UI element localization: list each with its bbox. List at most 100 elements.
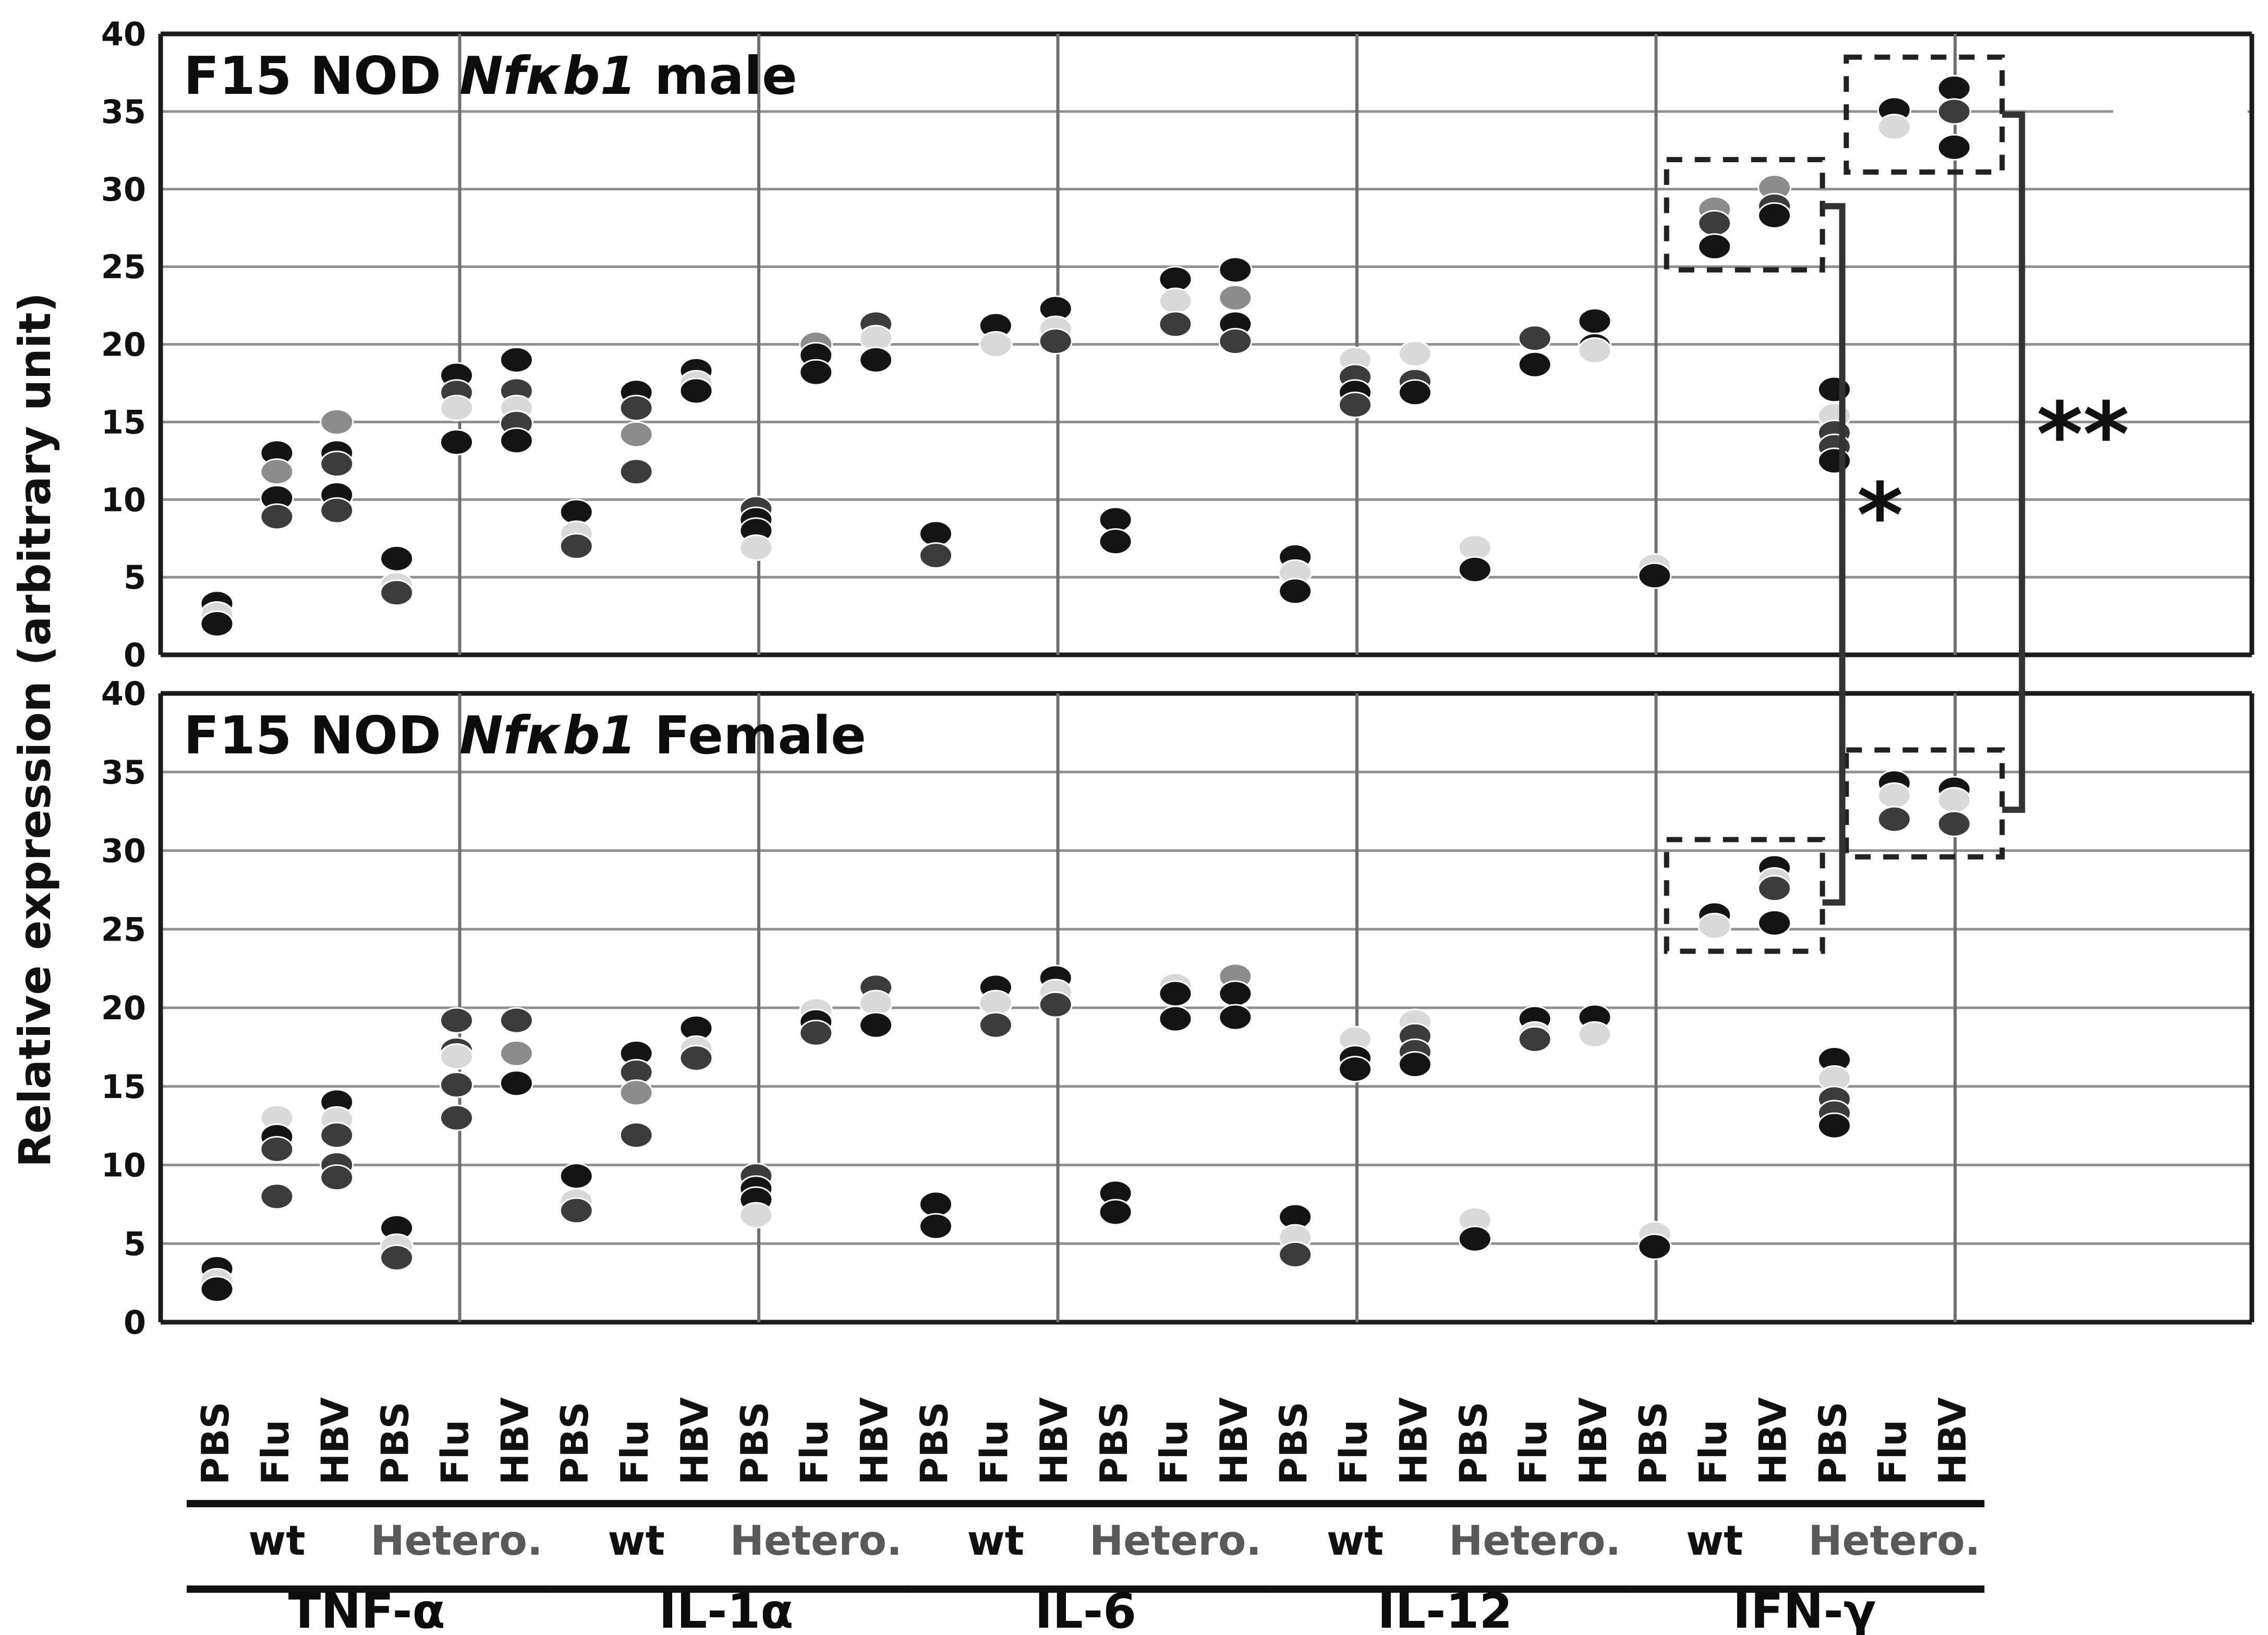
series-female-IL-12-Hetero.-HBV (1578, 1004, 1612, 1048)
y-tick-label: 25 (101, 910, 146, 948)
data-point (1158, 287, 1193, 314)
data-point (1937, 810, 1971, 837)
series-female-IL-6-wt-PBS (918, 1191, 953, 1240)
genotype-label: wt (608, 1518, 664, 1565)
treatment-label: Flu (1691, 1420, 1735, 1485)
bracket-line (2002, 111, 2026, 813)
data-point (260, 1183, 294, 1210)
series-female-IL-1α-Hetero.-PBS (739, 1163, 773, 1229)
y-tick-label: 10 (101, 1146, 146, 1185)
series-female-TNF-α-Hetero.-PBS (380, 1214, 414, 1271)
series-male-TNF-α-Hetero.-Flu (439, 362, 474, 456)
data-point (1158, 980, 1193, 1007)
series-male-IFN-γ-Hetero.-Flu (1877, 96, 1911, 141)
data-point (439, 1071, 474, 1099)
series-female-IL-1α-wt-PBS (559, 1163, 593, 1224)
treatment-label: HBV (493, 1397, 537, 1485)
data-point (619, 421, 653, 448)
panel-title-female: F15 NOD Nfκb1 Female (184, 705, 866, 766)
data-point (1458, 556, 1492, 583)
cytokine-label: IL-6 (1035, 1583, 1136, 1635)
data-point (1518, 351, 1552, 378)
data-point (1218, 284, 1253, 311)
series-female-IFN-γ-wt-Flu (1697, 901, 1732, 939)
data-point (1218, 328, 1253, 355)
y-tick-label: 0 (124, 636, 146, 674)
data-point (260, 503, 294, 530)
data-point (1877, 114, 1911, 141)
series-male-IL-12-Hetero.-HBV (1578, 308, 1612, 364)
data-point (1398, 340, 1432, 367)
data-point (320, 1164, 354, 1191)
data-point (1158, 1005, 1193, 1032)
data-point (1697, 210, 1732, 237)
data-point (1038, 328, 1073, 355)
data-point (679, 377, 713, 405)
series-female-TNF-α-Hetero.-Flu (439, 1007, 474, 1131)
data-point (439, 1104, 474, 1131)
series-female-IFN-γ-Hetero.-HBV (1937, 776, 1971, 837)
series-female-IL-12-Hetero.-Flu (1518, 1005, 1552, 1053)
series-female-IL-6-wt-HBV (1038, 965, 1073, 1018)
data-point (1817, 376, 1851, 403)
series-male-TNF-α-wt-PBS (200, 590, 234, 637)
treatment-label: HBV (673, 1397, 717, 1485)
data-point (1937, 133, 1971, 161)
treatment-label: Flu (1511, 1420, 1555, 1485)
data-point (918, 542, 953, 569)
data-point (559, 1197, 593, 1224)
series-female-IL-1α-wt-Flu (619, 1040, 653, 1149)
y-tick-label: 40 (101, 15, 146, 53)
series-female-IFN-γ-wt-PBS (1638, 1221, 1672, 1260)
series-female-IFN-γ-wt-HBV (1757, 855, 1792, 936)
data-point (1158, 311, 1193, 338)
series-male-IL-12-wt-Flu (1338, 346, 1373, 419)
treatment-label: HBV (313, 1397, 357, 1485)
series-female-IL-12-wt-PBS (1278, 1203, 1313, 1268)
series-male-IL-12-wt-PBS (1278, 543, 1313, 605)
series-male-IL-6-Hetero.-Flu (1158, 265, 1193, 338)
data-point (1518, 325, 1552, 352)
y-tick-label: 35 (101, 753, 146, 791)
data-point (1218, 257, 1253, 284)
cytokine-label: IFN-γ (1733, 1583, 1876, 1635)
treatment-label: Flu (253, 1420, 297, 1485)
series-male-IFN-γ-Hetero.-HBV (1937, 75, 1971, 161)
treatment-label: HBV (853, 1397, 896, 1485)
series-male-IL-6-wt-HBV (1038, 295, 1073, 355)
series-male-TNF-α-wt-Flu (260, 440, 294, 530)
data-point (499, 346, 533, 373)
data-point (499, 1007, 533, 1034)
data-point (1098, 1199, 1133, 1226)
treatment-label: Flu (433, 1420, 477, 1485)
data-point (1697, 912, 1732, 939)
series-male-IL-1α-wt-Flu (619, 379, 653, 485)
data-point (380, 1244, 414, 1271)
genotype-label: Hetero. (370, 1518, 542, 1565)
treatment-label: PBS (193, 1401, 237, 1485)
series-female-TNF-α-Hetero.-HBV (499, 1007, 533, 1097)
data-point (1638, 1233, 1672, 1260)
series-male-IFN-γ-wt-PBS (1638, 553, 1672, 589)
treatment-label: HBV (1931, 1397, 1974, 1485)
significance-box (1664, 157, 1825, 273)
annotations: *** (1664, 54, 2129, 954)
y-tick-label: 0 (124, 1303, 146, 1341)
data-point (1817, 1112, 1851, 1139)
data-point (320, 497, 354, 524)
data-point (619, 458, 653, 485)
data-point (619, 395, 653, 422)
data-point (1578, 1021, 1612, 1048)
series-male-IL-12-Hetero.-PBS (1458, 534, 1492, 583)
data-point (1278, 1241, 1313, 1268)
data-point (1218, 980, 1253, 1007)
data-point (260, 458, 294, 485)
data-point (320, 408, 354, 435)
treatment-label: PBS (1092, 1401, 1136, 1485)
genotype-label: wt (967, 1518, 1024, 1565)
bracket-**: ** (2002, 111, 2129, 813)
treatment-label: PBS (1631, 1401, 1675, 1485)
significance-box (1843, 747, 2005, 860)
series-male-IL-6-Hetero.-PBS (1098, 506, 1133, 555)
series-female-IL-6-Hetero.-Flu (1158, 972, 1193, 1032)
